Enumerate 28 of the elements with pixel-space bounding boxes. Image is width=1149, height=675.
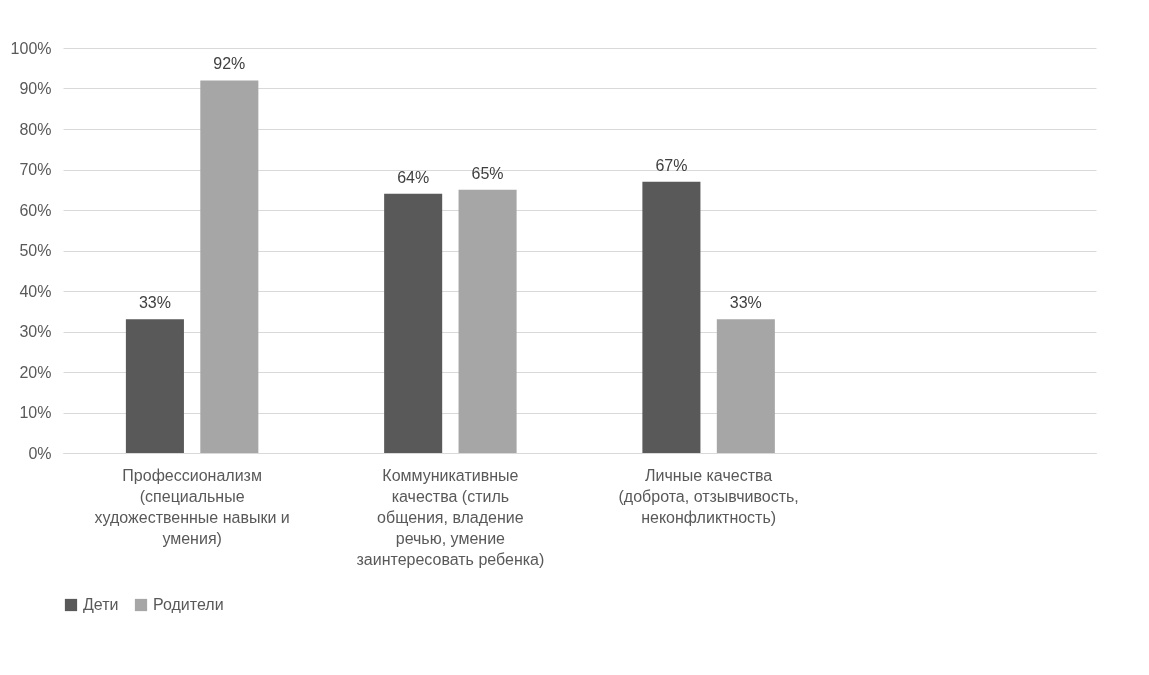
legend-label: Дети — [83, 596, 119, 613]
y-tick-label: 10% — [19, 404, 52, 421]
bar — [384, 193, 443, 453]
bar — [125, 319, 184, 453]
data-label: 33% — [138, 294, 171, 312]
data-label: 64% — [397, 168, 430, 186]
y-tick-label: 30% — [19, 323, 52, 340]
data-label: 67% — [655, 156, 688, 174]
y-tick-label: 50% — [19, 242, 52, 259]
y-tick-label: 100% — [10, 39, 52, 57]
bar — [200, 80, 259, 453]
y-tick-label: 80% — [19, 120, 52, 138]
y-tick-label: 60% — [19, 201, 52, 219]
data-label: 92% — [213, 55, 246, 73]
bar — [458, 189, 517, 453]
y-tick-label: 0% — [28, 444, 52, 462]
bar — [642, 181, 701, 453]
bar — [716, 319, 775, 453]
y-tick-label: 20% — [19, 363, 52, 381]
x-tick-label: Коммуникативные качества (стиль общения, владение речью, умение заинтересовать ребенка) — [356, 466, 545, 568]
x-tick-label: Профессионализм (специальные художественные навыки и умения) — [94, 466, 290, 547]
y-tick-label: 40% — [19, 282, 52, 300]
data-label: 65% — [471, 164, 504, 182]
legend-label: Родители — [153, 596, 224, 613]
y-tick-label: 90% — [19, 80, 52, 97]
x-tick-label: Личные качества (доброта, отзывчивость, неконфликтность) — [618, 466, 799, 526]
y-tick-label: 70% — [19, 161, 52, 178]
data-label: 33% — [729, 294, 762, 312]
